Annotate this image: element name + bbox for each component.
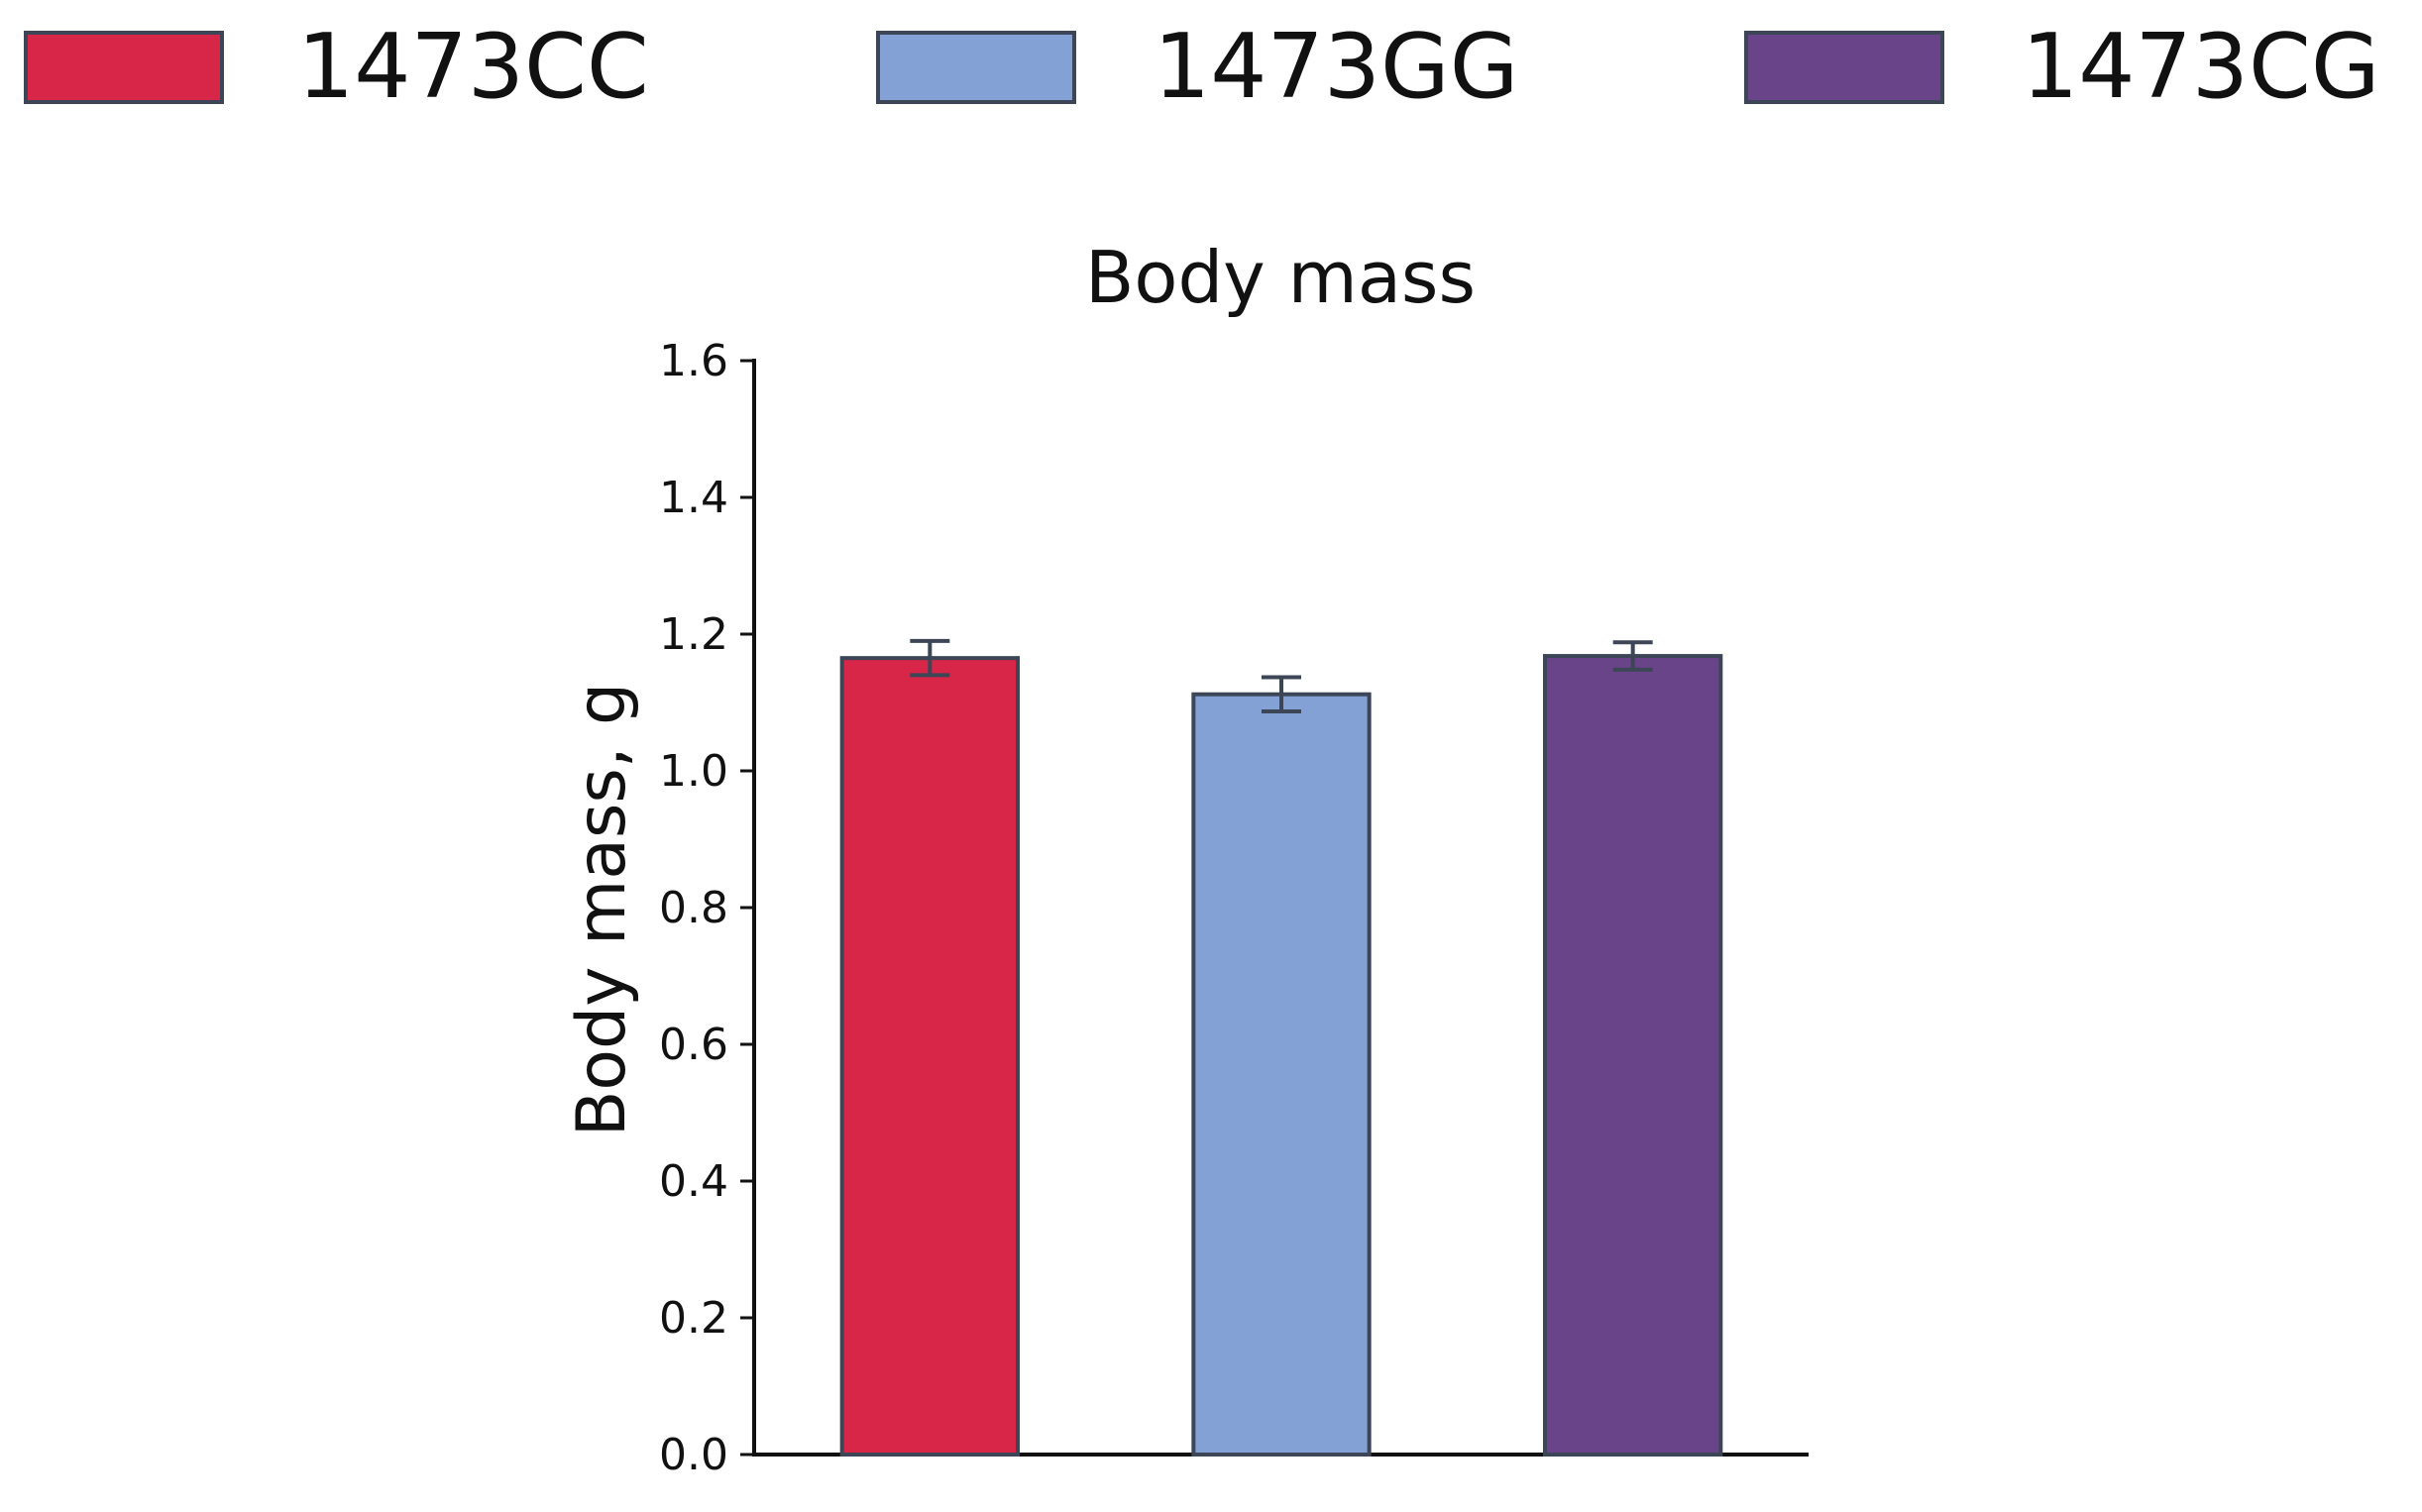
- legend: 1473CC 1473GG 1473CG: [24, 15, 2380, 119]
- legend-swatch-1473cg: [1744, 31, 1944, 104]
- error-bars: [910, 638, 1653, 713]
- y-tick-label: 1.2: [659, 609, 728, 660]
- y-tick-label: 1.0: [659, 746, 728, 797]
- legend-entry-1473cc: 1473CC: [24, 15, 649, 119]
- y-tick-label: 1.4: [659, 473, 728, 523]
- bars: [839, 654, 1723, 1457]
- y-tick-label: 0.6: [659, 1020, 728, 1070]
- y-tick-label: 0.4: [659, 1156, 728, 1207]
- legend-entry-1473cg: 1473CG: [1744, 15, 2380, 119]
- y-tick-label: 0.2: [659, 1293, 728, 1344]
- y-ticks: 0.0 0.2 0.4 0.6 0.8 1.0 1.2 1.4 1.6: [659, 336, 754, 1480]
- bar-1473gg: [1191, 692, 1372, 1457]
- legend-label-1473cg: 1473CG: [2022, 15, 2380, 119]
- legend-label-1473cc: 1473CC: [297, 15, 649, 119]
- legend-entry-1473gg: 1473GG: [876, 15, 1519, 119]
- bar-1473cc: [839, 656, 1021, 1457]
- legend-swatch-1473gg: [876, 31, 1076, 104]
- y-tick-label: 0.0: [659, 1430, 728, 1480]
- bar-1473cg: [1543, 654, 1723, 1457]
- legend-swatch-1473cc: [24, 31, 224, 104]
- y-tick-label: 0.8: [659, 883, 728, 933]
- y-tick-label: 1.6: [659, 336, 728, 386]
- y-axis-label: Body mass, g: [563, 683, 641, 1136]
- chart-title: Body mass: [1085, 236, 1476, 319]
- legend-label-1473gg: 1473GG: [1154, 15, 1519, 119]
